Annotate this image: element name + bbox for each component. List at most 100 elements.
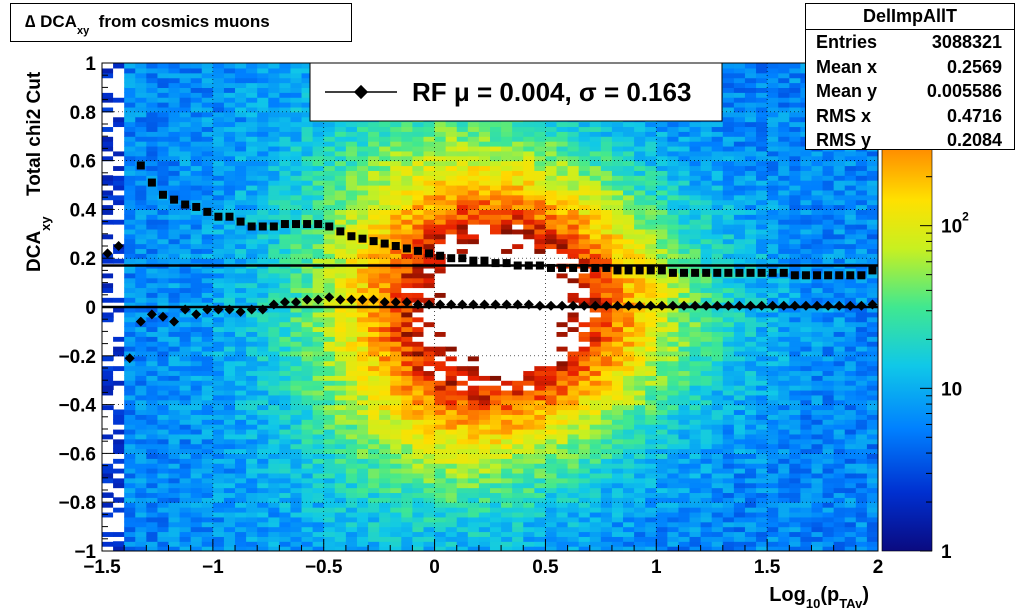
heatmap-cell	[534, 209, 547, 215]
heatmap-cell	[412, 380, 425, 386]
heatmap-cell	[490, 160, 502, 167]
heatmap-cell	[467, 511, 480, 518]
heatmap-cell	[146, 468, 159, 474]
heatmap-cell	[401, 209, 413, 215]
heatmap-cell	[412, 292, 425, 298]
heatmap-cell	[512, 443, 524, 450]
heatmap-cell	[634, 526, 646, 533]
heatmap-cell	[401, 468, 413, 474]
heatmap-cell	[345, 536, 358, 542]
heatmap-cell	[490, 316, 502, 323]
heatmap-cell	[512, 131, 524, 137]
heatmap-cell	[157, 541, 170, 547]
heatmap-cell	[223, 336, 236, 342]
heatmap-cell	[323, 399, 336, 406]
heatmap-cell	[434, 487, 447, 494]
heatmap-cell	[501, 136, 513, 142]
heatmap-cell	[556, 404, 569, 411]
heatmap-cell	[334, 204, 347, 210]
heatmap-cell	[523, 292, 535, 298]
heatmap-cell	[467, 531, 480, 537]
heatmap-cell	[146, 189, 159, 196]
heatmap-cell	[179, 336, 192, 342]
heatmap-cell	[611, 477, 624, 484]
heatmap-cell	[401, 477, 413, 484]
heatmap-cell	[490, 389, 502, 396]
heatmap-cell	[390, 126, 402, 132]
heatmap-cell	[312, 536, 325, 542]
heatmap-cell	[246, 541, 258, 547]
heatmap-cell	[423, 360, 436, 367]
heatmap-cell	[623, 511, 635, 518]
heatmap-cell	[356, 433, 369, 440]
heatmap-cell	[501, 165, 513, 171]
heatmap-cell	[201, 350, 214, 357]
heatmap-cell	[467, 355, 480, 362]
heatmap-cell	[490, 311, 502, 318]
heatmap-cell	[623, 121, 635, 128]
heatmap-cell	[290, 141, 303, 147]
heatmap-cell	[257, 194, 269, 201]
heatmap-cell	[356, 487, 369, 494]
heatmap-cell	[545, 487, 558, 494]
heatmap-cell	[102, 116, 114, 123]
heatmap-cell	[578, 131, 591, 137]
heatmap-cell	[467, 267, 480, 274]
heatmap-cell	[279, 311, 292, 318]
heatmap-cell	[279, 350, 292, 357]
heatmap-cell	[334, 458, 347, 464]
heatmap-cell	[501, 477, 513, 484]
heatmap-cell	[246, 516, 258, 523]
heatmap-cell	[168, 204, 181, 210]
heatmap-cell	[611, 219, 624, 225]
heatmap-cell	[235, 424, 247, 430]
heatmap-cell	[390, 409, 402, 415]
heatmap-cell	[257, 429, 269, 435]
heatmap-cell	[401, 224, 413, 230]
heatmap-cell	[567, 170, 580, 176]
heatmap-cell	[600, 326, 613, 332]
heatmap-cell	[157, 511, 170, 518]
heatmap-cell	[301, 541, 314, 547]
heatmap-cell	[212, 419, 225, 425]
heatmap-cell	[589, 497, 602, 503]
heatmap-cell	[246, 92, 258, 98]
heatmap-cell	[301, 204, 314, 210]
heatmap-cell	[379, 180, 391, 186]
heatmap-cell	[390, 443, 402, 450]
heatmap-cell	[179, 326, 192, 332]
heatmap-cell	[279, 131, 292, 137]
heatmap-cell	[146, 82, 159, 88]
heatmap-cell	[556, 258, 569, 264]
heatmap-cell	[478, 477, 491, 484]
heatmap-cell	[301, 277, 314, 284]
heatmap-cell	[312, 267, 325, 274]
heatmap-cell	[589, 131, 602, 137]
heatmap-cell	[268, 404, 280, 411]
heatmap-cell	[290, 419, 303, 425]
heatmap-cell	[168, 160, 181, 167]
heatmap-cell	[645, 492, 657, 498]
heatmap-cell	[279, 502, 292, 508]
heatmap-cell	[423, 472, 436, 479]
heatmap-cell	[257, 72, 269, 79]
heatmap-cell	[190, 63, 203, 69]
heatmap-cell	[390, 472, 402, 479]
heatmap-cell	[423, 185, 436, 191]
heatmap-cell	[390, 346, 402, 352]
heatmap-cell	[512, 307, 524, 313]
heatmap-cell	[556, 370, 569, 376]
heatmap-cell	[268, 536, 280, 542]
heatmap-cell	[645, 248, 657, 254]
heatmap-cell	[490, 516, 502, 523]
heatmap-cell	[235, 67, 247, 74]
heatmap-cell	[268, 350, 280, 357]
heatmap-cell	[212, 287, 225, 293]
heatmap-cell	[168, 63, 181, 69]
heatmap-cell	[434, 336, 447, 342]
heatmap-cell	[279, 63, 292, 69]
heatmap-cell	[312, 155, 325, 162]
heatmap-cell	[179, 414, 192, 420]
heatmap-cell	[578, 536, 591, 542]
heatmap-cell	[279, 468, 292, 474]
